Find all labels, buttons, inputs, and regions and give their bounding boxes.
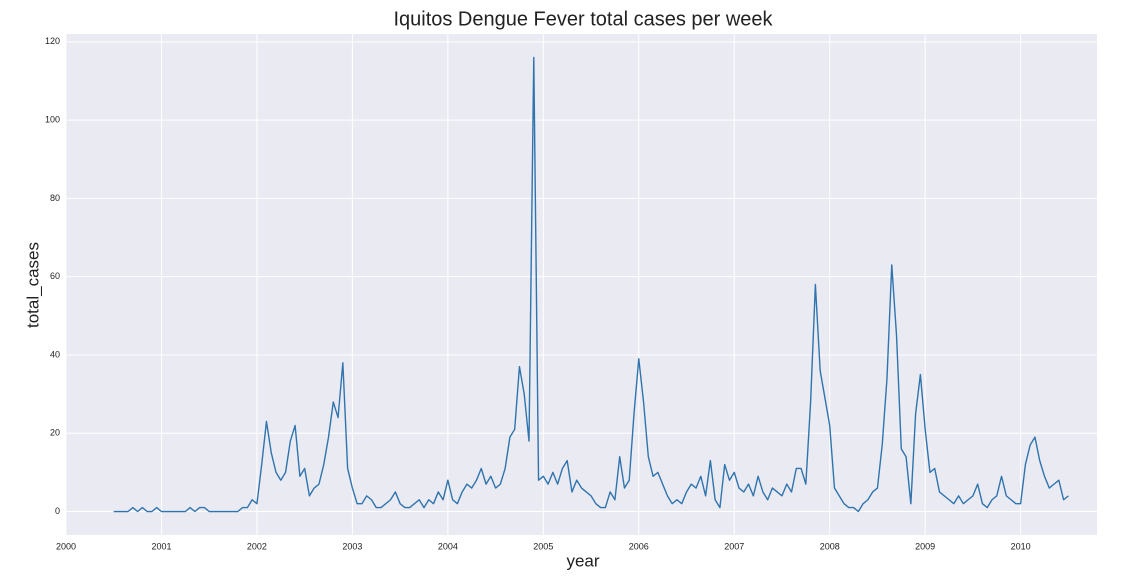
x-tick-label: 2000 xyxy=(56,541,76,551)
y-tick-label: 80 xyxy=(50,193,60,203)
x-axis-label: year xyxy=(566,551,599,570)
chart-title: Iquitos Dengue Fever total cases per wee… xyxy=(393,8,773,30)
y-tick-label: 40 xyxy=(50,349,60,359)
x-tick-label: 2005 xyxy=(533,541,553,551)
y-tick-label: 120 xyxy=(45,36,60,46)
y-tick-label: 0 xyxy=(55,506,60,516)
x-tick-label: 2004 xyxy=(438,541,458,551)
x-tick-label: 2002 xyxy=(247,541,267,551)
y-tick-label: 20 xyxy=(50,428,60,438)
x-tick-label: 2007 xyxy=(724,541,744,551)
data-line xyxy=(113,56,1069,513)
x-tick-label: 2006 xyxy=(629,541,649,551)
y-tick-label: 60 xyxy=(50,271,60,281)
x-tick-label: 2010 xyxy=(1011,541,1031,551)
x-tick-label: 2003 xyxy=(342,541,362,551)
x-tick-label: 2001 xyxy=(151,541,171,551)
x-tick-label: 2009 xyxy=(915,541,935,551)
y-axis-label: total_cases xyxy=(23,242,42,328)
plot-area xyxy=(66,34,1097,535)
y-tick-label: 100 xyxy=(45,114,60,124)
x-tick-label: 2008 xyxy=(820,541,840,551)
